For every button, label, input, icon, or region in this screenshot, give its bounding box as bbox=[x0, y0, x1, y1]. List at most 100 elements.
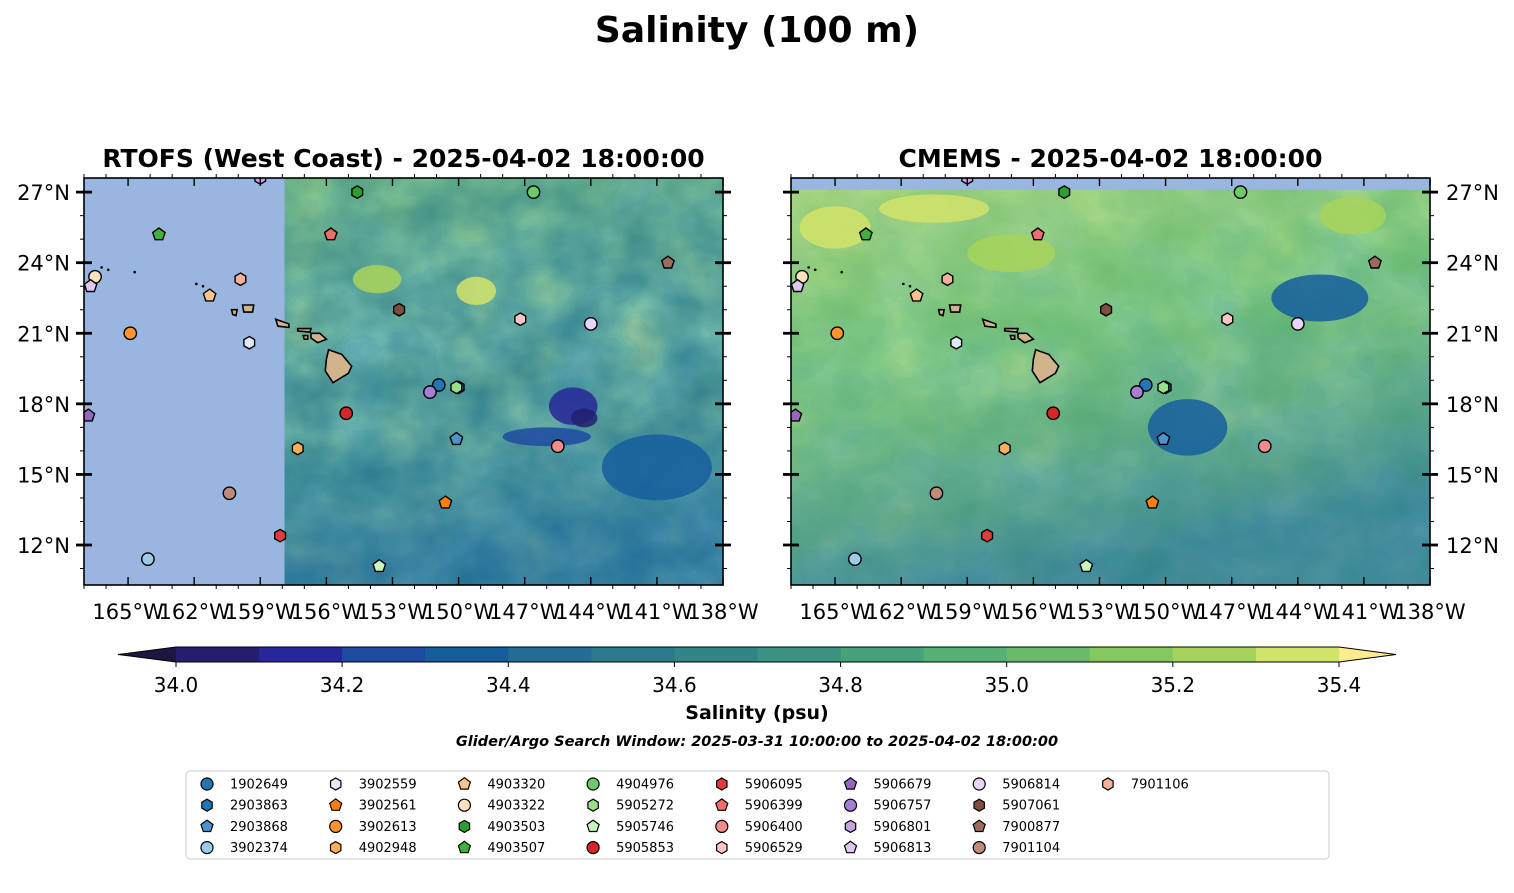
legend-label: 5906814 bbox=[1002, 778, 1060, 793]
y-tick-label: 12°N bbox=[1446, 534, 1499, 558]
legend-item: 5906399 bbox=[715, 798, 803, 814]
float-4902948-marker bbox=[998, 441, 1011, 456]
legend-label: 4902948 bbox=[359, 841, 417, 856]
search-window-caption: Glider/Argo Search Window: 2025-03-31 10… bbox=[456, 734, 1058, 750]
legend-item: 1902649 bbox=[200, 777, 288, 793]
legend-5906679-marker bbox=[843, 776, 858, 790]
legend-item: 4904976 bbox=[586, 777, 674, 793]
float-5906400-marker bbox=[550, 439, 565, 454]
x-tick-label: 147°W bbox=[489, 600, 561, 624]
x-tick-label: 159°W bbox=[932, 600, 1004, 624]
legend-label: 3902613 bbox=[359, 820, 417, 835]
float-1902649-marker bbox=[1138, 378, 1153, 392]
eddy-feature bbox=[502, 427, 591, 447]
legend-7901104-marker bbox=[972, 840, 986, 855]
hawaii-island bbox=[1031, 348, 1060, 384]
legend-label: 3902561 bbox=[359, 799, 417, 814]
legend-label: 5905272 bbox=[616, 799, 674, 814]
legend-item: 5906679 bbox=[843, 776, 931, 793]
legend-item: 5905272 bbox=[587, 798, 674, 814]
rtofs-panel: RTOFS (West Coast) - 2025-04-02 18:00:00… bbox=[17, 144, 759, 624]
float-5906757-marker bbox=[1130, 385, 1144, 399]
legend-item: 5907061 bbox=[973, 798, 1060, 814]
legend-5906813-marker bbox=[843, 840, 858, 854]
x-tick-label: 162°W bbox=[158, 600, 230, 624]
colorbar-tick-label: 34.6 bbox=[652, 673, 697, 697]
legend-item: 7900877 bbox=[972, 819, 1060, 835]
float-5907061-marker bbox=[393, 302, 406, 317]
float-5905746-marker bbox=[372, 558, 387, 573]
legend-frame bbox=[185, 770, 1330, 860]
legend-3902374-marker bbox=[200, 840, 214, 855]
x-tick-label: 144°W bbox=[1262, 600, 1334, 624]
float-5906814-marker bbox=[1290, 316, 1305, 331]
no-data-region bbox=[791, 178, 1430, 190]
eddy-feature bbox=[1271, 274, 1369, 322]
legend-5906095-marker bbox=[715, 777, 728, 791]
cmems-panel: CMEMS - 2025-04-02 18:00:00 165°W162°W159… bbox=[783, 144, 1499, 624]
x-tick-label: 150°W bbox=[423, 600, 495, 624]
x-tick-label: 153°W bbox=[357, 600, 429, 624]
legend-item: 4903320 bbox=[457, 776, 545, 793]
y-tick-label: 15°N bbox=[17, 463, 70, 487]
lanai-island bbox=[1009, 334, 1016, 341]
legend-item: 3902613 bbox=[329, 819, 417, 835]
legend-label: 5906813 bbox=[874, 841, 932, 856]
islet bbox=[840, 270, 843, 274]
x-tick-label: 147°W bbox=[1196, 600, 1268, 624]
legend-item: 3902374 bbox=[200, 840, 288, 856]
float-4903320-marker bbox=[202, 288, 217, 302]
legend-label: 3902559 bbox=[359, 778, 417, 793]
legend-7901106-marker bbox=[1102, 777, 1114, 791]
figure-title: Salinity (100 m) bbox=[595, 10, 919, 51]
float-7901104-marker bbox=[222, 486, 237, 501]
float-4903320-marker bbox=[909, 288, 924, 302]
islet bbox=[807, 266, 810, 269]
islet bbox=[100, 266, 103, 269]
y-tick-label: 12°N bbox=[17, 534, 70, 558]
float-4903507-marker bbox=[151, 227, 166, 241]
legend-label: 5906399 bbox=[745, 799, 803, 814]
x-tick-label: 159°W bbox=[225, 600, 297, 624]
colorbar-tick-label: 35.0 bbox=[984, 673, 1029, 697]
legend-5906400-marker bbox=[715, 819, 729, 834]
colorbar-segment bbox=[176, 647, 260, 662]
float-5905746-marker bbox=[1079, 558, 1094, 573]
float-7900877-marker bbox=[1367, 255, 1382, 269]
float-3902559-marker bbox=[950, 335, 963, 350]
colorbar-segment bbox=[508, 647, 592, 662]
float-2903868-marker bbox=[1156, 431, 1171, 446]
y-tick-label: 18°N bbox=[1446, 393, 1499, 417]
colorbar-tick-label: 34.0 bbox=[154, 673, 199, 697]
float-4904976-marker bbox=[1233, 185, 1248, 200]
legend-item: 5906801 bbox=[844, 819, 931, 835]
legend-4903503-marker bbox=[458, 819, 471, 834]
legend-3902613-marker bbox=[329, 819, 343, 834]
eddy-feature bbox=[352, 265, 402, 294]
x-tick-label: 165°W bbox=[92, 600, 164, 624]
float-4903503-marker bbox=[1058, 185, 1071, 200]
legend-3902559-marker bbox=[329, 777, 342, 791]
x-tick-label: 153°W bbox=[1064, 600, 1136, 624]
legend-item: 5906814 bbox=[972, 777, 1060, 793]
float-4903503-marker bbox=[351, 185, 364, 200]
float-4903507-marker bbox=[858, 227, 873, 241]
legend-item: 2903863 bbox=[201, 798, 288, 814]
legend-label: 7900877 bbox=[1002, 820, 1060, 835]
y-tick-label: 21°N bbox=[1446, 322, 1499, 346]
colorbar-segment bbox=[1006, 647, 1091, 662]
legend-item: 5906529 bbox=[715, 840, 803, 856]
legend-5906814-marker bbox=[972, 777, 986, 791]
molokai-island bbox=[296, 327, 313, 333]
float-5906679-marker bbox=[791, 408, 803, 422]
legend-item: 4903503 bbox=[458, 819, 545, 835]
legend-item: 7901104 bbox=[972, 840, 1060, 856]
legend-label: 5907061 bbox=[1002, 799, 1060, 814]
legend-3902561-marker bbox=[328, 798, 343, 811]
float-5906757-marker bbox=[423, 385, 437, 399]
float-5905853-marker bbox=[1046, 406, 1061, 421]
oahu-island bbox=[274, 317, 290, 329]
x-tick-label: 138°W bbox=[1394, 600, 1466, 624]
legend-item: 5906813 bbox=[843, 840, 932, 856]
x-tick-label: 141°W bbox=[621, 600, 693, 624]
